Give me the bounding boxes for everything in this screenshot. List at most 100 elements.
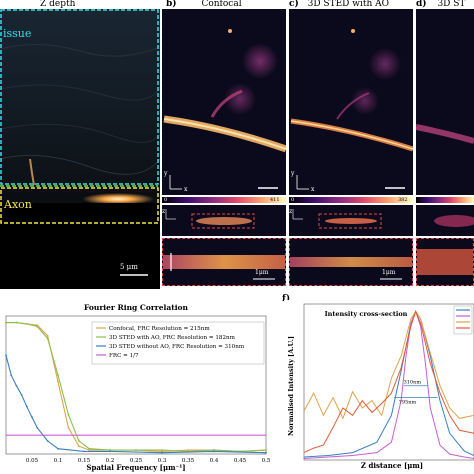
panel-b-y-axis-mark: y	[163, 170, 168, 177]
frc-x-tick-label: 0.3	[158, 458, 167, 464]
intensity-series-line-2	[303, 310, 474, 420]
panel-d-colorbar	[416, 197, 474, 203]
intensity-y-axis-label: Normalised Intensity [A.U.]	[287, 336, 295, 436]
panel-d-image	[416, 9, 474, 195]
panel-c-image: y x	[289, 9, 413, 195]
panel-c-colorbar-min: 0	[291, 197, 295, 203]
panel-a-image: issue Axon 5 μm	[0, 9, 160, 289]
frc-point	[161, 449, 163, 451]
panel-b-title: Confocal	[201, 0, 242, 9]
frc-legend-entry: FRC = 1/7	[109, 353, 139, 359]
panel-b-svg: y x	[163, 29, 286, 193]
frc-point	[88, 447, 91, 450]
intensity-chart-title: Intensity cross-section	[325, 310, 408, 318]
panel-b-x-axis-mark: x	[184, 186, 188, 193]
frc-series-line-0	[6, 322, 267, 452]
frc-series-line-1	[6, 322, 267, 452]
frc-point	[5, 354, 7, 357]
panel-c-title: 3D STED with AO	[307, 0, 389, 9]
frc-point	[161, 450, 163, 453]
frc-legend-entry: 3D STED without AO, FRC Resolution = 310…	[109, 344, 245, 350]
panel-c-y-axis-mark: y	[290, 170, 295, 177]
panel-b-zoom: 1μm	[162, 238, 286, 286]
frc-point	[10, 374, 13, 377]
frc-point	[67, 413, 70, 416]
frc-point	[25, 405, 28, 408]
panel-b-image: y x	[162, 9, 286, 195]
intensity-chart: Intensity cross-section Z distance [μm] …	[284, 300, 474, 474]
panel-d-title: 3D ST	[437, 0, 466, 9]
frc-point	[20, 393, 23, 396]
frc-point	[88, 449, 91, 451]
annotation-310nm: 310nm	[404, 380, 422, 386]
intensity-x-axis-label: Z distance [μm]	[361, 461, 423, 470]
frc-x-tick-label: 0.15	[78, 458, 91, 464]
frc-point	[187, 449, 189, 451]
frc-series-line-2	[5, 355, 267, 454]
panel-d-xz-strip	[416, 205, 474, 236]
frc-point	[265, 451, 267, 454]
panel-b-xz-strip: z	[162, 205, 286, 236]
frc-x-tick-label: 0.45	[234, 458, 247, 464]
frc-legend-entry: 3D STED with AO, FRC Resolution = 182nm	[109, 335, 236, 341]
frc-x-tick-label: 0.2	[106, 458, 115, 464]
tissue-label: issue	[3, 27, 32, 40]
panel-c-scale-label: 1μm	[382, 269, 396, 276]
frc-point	[265, 449, 267, 451]
frc-point	[109, 450, 111, 453]
frc-legend	[91, 321, 265, 365]
panel-b-colorbar	[162, 197, 286, 203]
frc-point	[36, 426, 39, 429]
frc-point	[83, 450, 85, 453]
panel-c-letter: c)	[289, 0, 299, 9]
panel-c-colorbar	[289, 197, 413, 203]
panel-b-header: b) Confocal	[166, 0, 242, 9]
frc-legend-entry: Confocal, FRC Resolution = 215nm	[109, 326, 210, 332]
panel-c-z-axis-mark: z	[289, 208, 292, 215]
frc-point	[135, 449, 137, 451]
frc-point	[57, 380, 59, 383]
panel-a-header: Z depth	[40, 0, 76, 9]
frc-plot-frame	[5, 315, 267, 455]
frc-point	[15, 321, 18, 324]
frc-chart-title: Fourier Ring Correlation	[84, 303, 189, 312]
frc-point	[57, 447, 59, 450]
frc-point	[46, 334, 49, 337]
frc-point	[67, 426, 70, 429]
frc-x-tick-label: 0.25	[130, 458, 143, 464]
panel-b-letter: b)	[166, 0, 177, 9]
frc-point	[77, 439, 80, 442]
annotation-795nm: 795nm	[399, 400, 417, 406]
frc-x-tick-label: 0.1	[54, 458, 63, 464]
intensity-series-line-3	[303, 309, 474, 454]
panel-d-letter: d)	[416, 0, 427, 9]
panel-b-z-axis-mark: z	[162, 208, 165, 215]
panel-c-xz-strip: z	[289, 205, 413, 236]
frc-x-tick-label: 0.35	[182, 458, 195, 464]
frc-x-tick-label: 0.05	[26, 458, 39, 464]
panel-b-colorbar-min: 0	[164, 197, 168, 203]
intensity-legend	[453, 305, 473, 335]
frc-point	[109, 449, 111, 451]
frc-point	[15, 384, 18, 387]
frc-point	[36, 324, 39, 327]
panel-a-svg	[0, 9, 160, 289]
panel-d-zoom	[416, 238, 474, 286]
panel-c-zoom: 1μm	[289, 238, 413, 286]
frc-point	[36, 325, 39, 328]
frc-point	[77, 445, 80, 448]
frc-point	[46, 439, 49, 442]
frc-point	[57, 374, 59, 377]
panel-c-colorbar-max: 382	[398, 197, 408, 203]
frc-point	[25, 322, 28, 325]
panel-a-scale-bar-label: 5 μm	[120, 263, 138, 271]
panel-b-colorbar-max: 411	[270, 197, 280, 203]
frc-point	[213, 450, 215, 453]
frc-point	[213, 449, 215, 451]
frc-chart: Fourier Ring Correlation Spatial Frequen…	[0, 292, 272, 474]
panel-c-x-axis-mark: x	[311, 186, 315, 193]
panel-d-header: d) 3D ST	[416, 0, 474, 9]
frc-point	[5, 321, 7, 324]
frc-point	[46, 337, 49, 340]
intensity-plot-frame	[303, 303, 474, 461]
